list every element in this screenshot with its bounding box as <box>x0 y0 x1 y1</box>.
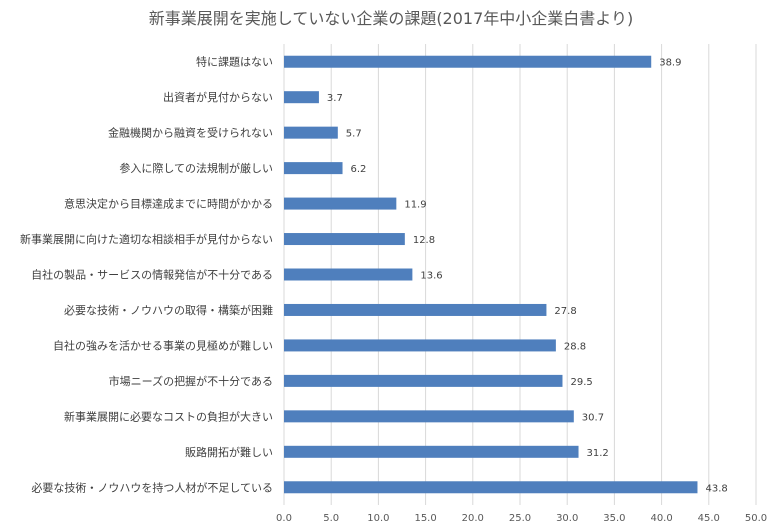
category-label: 意思決定から目標達成までに時間がかかる <box>64 197 273 211</box>
bar <box>284 374 563 387</box>
bars <box>284 55 698 494</box>
data-label: 29.5 <box>570 377 592 388</box>
data-label: 5.7 <box>346 129 362 140</box>
category-label: 必要な技術・ノウハウの取得・構築が困難 <box>64 303 273 317</box>
category-label: 特に課題はない <box>196 55 273 69</box>
bar <box>284 91 319 104</box>
bar <box>284 303 547 316</box>
category-label: 販路開拓が難しい <box>185 445 273 459</box>
category-label: 参入に際しての法規制が厳しい <box>119 161 273 175</box>
data-label: 28.8 <box>564 341 586 352</box>
category-labels: 特に課題はない出資者が見付からない金融機関から融資を受けられない参入に際しての法… <box>20 55 273 495</box>
bar <box>284 481 698 494</box>
chart-title: 新事業展開を実施していない企業の課題(2017年中小企業白書より) <box>149 9 633 28</box>
x-tick-label: 5.0 <box>323 513 339 524</box>
bar <box>284 410 574 423</box>
data-label: 11.9 <box>404 200 426 211</box>
category-label: 自社の強みを活かせる事業の見極めが難しい <box>53 338 273 352</box>
category-label: 出資者が見付からない <box>163 90 273 104</box>
data-label: 13.6 <box>420 271 442 282</box>
x-tick-label: 15.0 <box>414 513 436 524</box>
x-tick-label: 0.0 <box>276 513 292 524</box>
data-label: 12.8 <box>413 235 435 246</box>
category-label: 市場ニーズの把握が不十分である <box>109 374 273 388</box>
data-label: 30.7 <box>582 412 604 423</box>
data-label: 27.8 <box>554 306 576 317</box>
bar <box>284 233 405 246</box>
category-label: 新事業展開に必要なコストの負担が大きい <box>64 409 273 423</box>
x-tick-label: 45.0 <box>698 513 720 524</box>
x-tick-label: 40.0 <box>650 513 672 524</box>
bar <box>284 268 413 281</box>
bar <box>284 445 579 458</box>
x-tick-label: 25.0 <box>509 513 531 524</box>
category-label: 金融機関から融資を受けられない <box>108 126 273 140</box>
data-label: 31.2 <box>587 448 609 459</box>
data-label: 43.8 <box>705 483 727 494</box>
category-label: 自社の製品・サービスの情報発信が不十分である <box>31 268 273 282</box>
x-tick-label: 10.0 <box>367 513 389 524</box>
bar <box>284 197 397 210</box>
data-label: 6.2 <box>351 164 367 175</box>
x-tick-label: 30.0 <box>556 513 578 524</box>
data-label: 38.9 <box>659 58 681 69</box>
x-tick-label: 20.0 <box>462 513 484 524</box>
x-tick-label: 50.0 <box>745 513 767 524</box>
gridlines <box>283 44 757 505</box>
bar <box>284 162 343 175</box>
data-label: 3.7 <box>327 93 343 104</box>
bar <box>284 126 338 139</box>
x-axis-ticks: 0.0 5.0 10.0 15.0 20.0 25.0 30.0 35.0 40.0 45.0 50… <box>276 513 767 524</box>
category-label: 新事業展開に向けた適切な相談相手が見付からない <box>20 232 273 246</box>
bar <box>284 339 556 352</box>
x-tick-label: 35.0 <box>603 513 625 524</box>
bar <box>284 55 652 68</box>
value-labels: 38.9 3.7 5.7 6.2 11.9 12.8 13.6 27.8 28.8 29.5 30.… <box>327 58 728 495</box>
category-label: 必要な技術・ノウハウを持つ人材が不足している <box>31 480 273 494</box>
